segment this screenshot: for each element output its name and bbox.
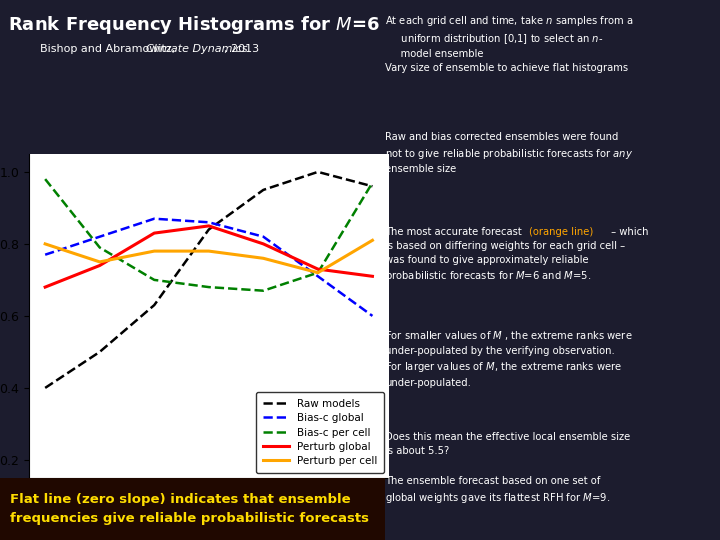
Bias-c global	[259, 233, 268, 240]
Bias-c per cell	[204, 284, 213, 291]
Raw models	[41, 384, 50, 391]
Text: At each grid cell and time, take $n$ samples from a
     uniform distribution [0: At each grid cell and time, take $n$ sam…	[385, 14, 634, 73]
Perturb per cell	[95, 259, 104, 265]
Text: , 2013: , 2013	[224, 44, 259, 55]
Bias-c per cell	[150, 276, 158, 283]
Raw models	[95, 349, 104, 355]
Text: Rank Frequency Histograms for $M$=6: Rank Frequency Histograms for $M$=6	[9, 14, 380, 36]
Line: Perturb per cell: Perturb per cell	[45, 240, 372, 273]
Line: Bias-c per cell: Bias-c per cell	[45, 179, 372, 291]
Perturb per cell	[259, 255, 268, 261]
Line: Raw models: Raw models	[45, 172, 372, 388]
Raw models	[204, 226, 213, 233]
Text: Does this mean the effective local ensemble size
is about 5.5?: Does this mean the effective local ensem…	[385, 432, 631, 456]
Perturb per cell	[314, 269, 323, 276]
Line: Bias-c global: Bias-c global	[45, 219, 372, 316]
Text: Bishop and Abramowitz,: Bishop and Abramowitz,	[40, 44, 179, 55]
Text: The ensemble forecast based on one set of
global weights gave its flattest RFH f: The ensemble forecast based on one set o…	[385, 476, 611, 505]
Perturb global	[204, 222, 213, 229]
Line: Perturb global: Perturb global	[45, 226, 372, 287]
Perturb global	[314, 266, 323, 272]
Text: Climate Dynamics: Climate Dynamics	[146, 44, 248, 55]
Perturb per cell	[368, 237, 377, 244]
Bias-c per cell	[259, 287, 268, 294]
Perturb global	[259, 241, 268, 247]
Perturb per cell	[41, 241, 50, 247]
Bias-c global	[204, 219, 213, 226]
Perturb global	[150, 230, 158, 237]
Perturb per cell	[204, 248, 213, 254]
Bias-c global	[150, 215, 158, 222]
Text: For smaller values of $M$ , the extreme ranks were
under-populated by the verify: For smaller values of $M$ , the extreme …	[385, 329, 633, 388]
Text: is based on differing weights for each grid cell –
was found to give approximate: is based on differing weights for each g…	[385, 241, 626, 284]
Bias-c global	[95, 233, 104, 240]
Raw models	[314, 168, 323, 175]
Text: (orange line): (orange line)	[529, 227, 593, 237]
Perturb global	[95, 262, 104, 269]
Bias-c global	[368, 313, 377, 319]
Bias-c per cell	[95, 244, 104, 251]
Raw models	[368, 183, 377, 190]
Perturb global	[368, 273, 377, 280]
Bias-c global	[314, 273, 323, 280]
Perturb global	[41, 284, 50, 291]
X-axis label: Rank: Rank	[192, 506, 226, 520]
Bias-c per cell	[314, 269, 323, 276]
Raw models	[150, 302, 158, 308]
Bias-c global	[41, 252, 50, 258]
Bias-c per cell	[41, 176, 50, 183]
Text: The most accurate forecast: The most accurate forecast	[385, 227, 525, 237]
Bias-c per cell	[368, 179, 377, 186]
Raw models	[259, 187, 268, 193]
Text: Flat line (zero slope) indicates that ensemble
frequencies give reliable probabi: Flat line (zero slope) indicates that en…	[9, 493, 369, 525]
Text: – which: – which	[608, 227, 649, 237]
Perturb per cell	[150, 248, 158, 254]
Text: Raw and bias corrected ensembles were found
not to give reliable probabilistic f: Raw and bias corrected ensembles were fo…	[385, 132, 634, 174]
Legend: Raw models, Bias-c global, Bias-c per cell, Perturb global, Perturb per cell: Raw models, Bias-c global, Bias-c per ce…	[256, 393, 384, 472]
